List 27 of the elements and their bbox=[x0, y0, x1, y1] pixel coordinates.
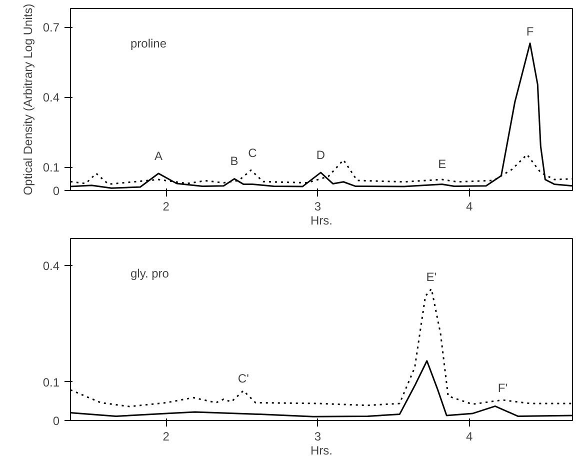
annotation: proline bbox=[130, 36, 167, 50]
annotation: C bbox=[248, 146, 258, 160]
annotation: C' bbox=[238, 372, 249, 386]
x-tick-label: 4 bbox=[466, 200, 474, 214]
x-tick-label: 3 bbox=[314, 200, 322, 214]
annotation: A bbox=[154, 148, 162, 163]
y-tick-label: 0 bbox=[52, 184, 60, 198]
x-axis-title: Hrs. bbox=[310, 444, 332, 458]
annotation: F' bbox=[498, 380, 508, 395]
y-axis-title: Optical Density (Arbitrary Log Units) bbox=[20, 4, 35, 196]
x-tick-label: 2 bbox=[162, 200, 170, 214]
annotation: D bbox=[316, 148, 326, 162]
y-tick-label: 0.4 bbox=[42, 259, 60, 274]
y-tick-label: 0.4 bbox=[42, 90, 60, 105]
annotation: B bbox=[230, 154, 238, 168]
annotation: F bbox=[526, 24, 534, 38]
annotation: E bbox=[438, 156, 446, 171]
y-tick-label: 0.1 bbox=[42, 375, 60, 390]
annotation: gly. pro bbox=[130, 266, 170, 280]
y-tick-label: 0.1 bbox=[42, 160, 60, 175]
x-axis-title: Hrs. bbox=[310, 214, 332, 228]
annotation: E' bbox=[426, 270, 437, 284]
x-tick-label: 3 bbox=[314, 430, 322, 444]
x-tick-label: 4 bbox=[466, 430, 474, 444]
y-tick-label: 0 bbox=[52, 414, 60, 428]
y-tick-label: 0.7 bbox=[42, 20, 60, 35]
x-tick-label: 2 bbox=[162, 430, 170, 444]
